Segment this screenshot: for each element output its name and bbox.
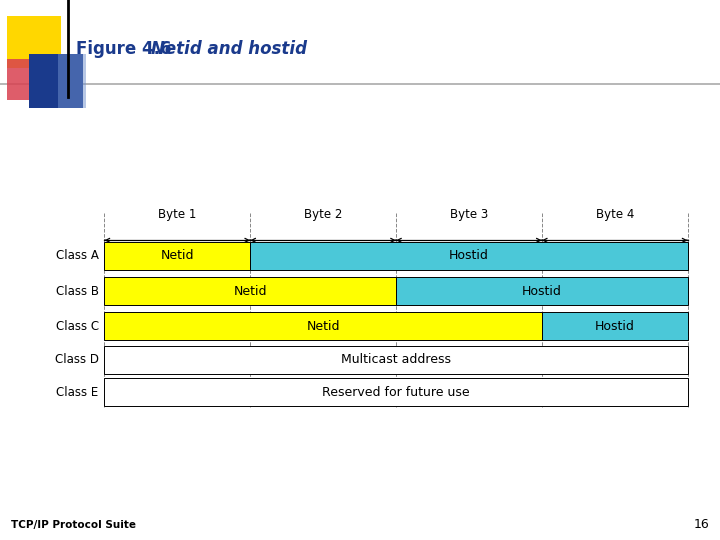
- Text: Class E: Class E: [56, 386, 99, 399]
- Text: Class C: Class C: [55, 320, 99, 333]
- Bar: [29, 54, 83, 108]
- Text: Hostid: Hostid: [522, 285, 562, 298]
- Bar: [7, 16, 61, 68]
- Text: Netid: Netid: [161, 249, 194, 262]
- Text: Class D: Class D: [55, 353, 99, 366]
- Text: Netid: Netid: [233, 285, 267, 298]
- Bar: [104, 242, 251, 270]
- Bar: [104, 378, 688, 406]
- Text: Hostid: Hostid: [449, 249, 489, 262]
- Text: Hostid: Hostid: [595, 320, 634, 333]
- Bar: [541, 312, 688, 340]
- Text: Byte 2: Byte 2: [304, 208, 342, 221]
- Text: Netid: Netid: [306, 320, 340, 333]
- Text: Figure 4.6: Figure 4.6: [76, 39, 171, 58]
- Text: TCP/IP Protocol Suite: TCP/IP Protocol Suite: [11, 520, 136, 530]
- Bar: [251, 242, 688, 270]
- Bar: [7, 59, 50, 100]
- Text: Byte 1: Byte 1: [158, 208, 197, 221]
- Bar: [104, 277, 396, 305]
- Bar: [104, 312, 541, 340]
- Bar: [58, 54, 86, 108]
- Text: Netid and hostid: Netid and hostid: [151, 39, 307, 58]
- Text: Byte 4: Byte 4: [595, 208, 634, 221]
- Bar: [104, 346, 688, 374]
- Bar: [396, 277, 688, 305]
- Text: 16: 16: [693, 518, 709, 531]
- Text: Reserved for future use: Reserved for future use: [322, 386, 470, 399]
- Text: Class B: Class B: [55, 285, 99, 298]
- Text: Class A: Class A: [55, 249, 99, 262]
- Text: Multicast address: Multicast address: [341, 353, 451, 366]
- Text: Byte 3: Byte 3: [450, 208, 488, 221]
